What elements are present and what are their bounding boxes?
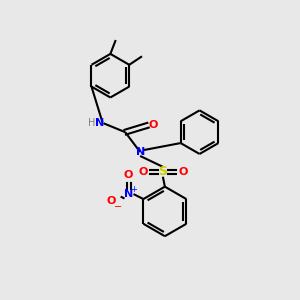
Text: S: S xyxy=(158,165,167,178)
Text: O: O xyxy=(138,167,148,177)
Text: H: H xyxy=(88,118,95,128)
Text: +: + xyxy=(130,184,137,194)
Text: N: N xyxy=(136,147,146,157)
Text: O: O xyxy=(124,170,133,180)
Text: O: O xyxy=(106,196,116,206)
Text: O: O xyxy=(148,120,158,130)
Text: −: − xyxy=(114,202,122,212)
Text: O: O xyxy=(178,167,188,177)
Text: N: N xyxy=(124,189,133,199)
Text: N: N xyxy=(95,118,104,128)
